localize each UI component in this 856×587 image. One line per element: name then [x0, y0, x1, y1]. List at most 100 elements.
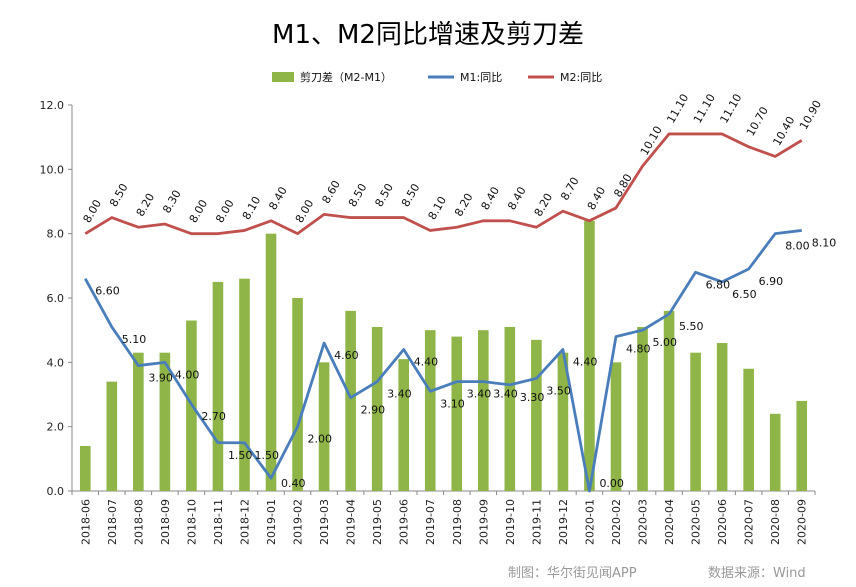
m1-data-label: 2.90	[361, 404, 386, 417]
x-tick-label: 2020-08	[769, 499, 782, 545]
x-tick-label: 2019-09	[477, 499, 490, 545]
legend: 剪刀差（M2-M1） M1:同比 M2:同比	[272, 70, 602, 84]
x-tick-label: 2018-12	[238, 499, 251, 545]
axes: 0.0 2.0 4.0 6.0 8.0 10.0 12.0 2018-06 2018-07 201…	[40, 99, 816, 545]
m1-data-label: 3.30	[520, 391, 545, 404]
bar	[106, 381, 118, 491]
x-tick-label: 2020-02	[610, 499, 623, 545]
x-tick-label: 2020-09	[796, 499, 809, 545]
m2-data-label: 8.50	[346, 181, 370, 209]
m1-data-label: 5.00	[653, 336, 678, 349]
bar	[743, 368, 754, 491]
m1-data-label: 3.90	[148, 372, 173, 385]
x-tick-label: 2020-01	[583, 499, 596, 545]
m2-data-label: 10.70	[744, 105, 771, 139]
line-series	[84, 132, 803, 493]
x-tick-label: 2018-08	[132, 499, 145, 545]
m1-data-label: 6.50	[732, 288, 757, 301]
x-tick-label: 2018-09	[159, 499, 172, 545]
x-tick-label: 2020-03	[637, 499, 650, 545]
bar	[504, 326, 516, 491]
x-tick-label: 2019-02	[292, 499, 305, 545]
m1-line	[84, 229, 802, 493]
m2-data-label: 8.00	[81, 197, 105, 225]
m2-data-label: 10.40	[771, 114, 798, 148]
m2-data-label: 8.10	[240, 194, 264, 222]
m2-data-label: 8.40	[505, 185, 529, 213]
bar	[584, 220, 595, 492]
m1-data-label: 4.00	[175, 368, 200, 381]
bar	[451, 336, 463, 491]
m2-data-label: 11.10	[717, 92, 744, 126]
m2-data-label: 8.70	[558, 175, 582, 203]
x-tick-label: 2019-06	[398, 499, 411, 545]
x-tick-label: 2018-10	[185, 499, 198, 545]
legend-label: 剪刀差（M2-M1）	[300, 70, 392, 84]
bar	[557, 352, 569, 491]
bar	[239, 278, 250, 491]
m1-data-label: 2.00	[308, 433, 333, 446]
bar	[212, 281, 224, 491]
m1-data-label: 0.00	[599, 477, 624, 490]
bar	[265, 233, 277, 491]
m1-data-label: 4.40	[414, 355, 439, 368]
m2-data-label: 8.20	[532, 191, 556, 219]
bar	[79, 445, 91, 491]
x-tick-label: 2019-11	[530, 499, 543, 545]
bar	[663, 310, 675, 491]
bar	[292, 298, 303, 491]
m2-data-label: 8.20	[134, 191, 158, 219]
m1-data-label: 1.50	[254, 449, 279, 462]
bar	[424, 330, 436, 491]
bar	[398, 359, 410, 491]
x-tick-label: 2019-12	[557, 499, 570, 545]
x-tick-label: 2019-03	[318, 499, 331, 545]
y-tick-label: 8.0	[47, 228, 65, 241]
m2-data-label: 8.20	[452, 191, 476, 219]
m1-data-label: 0.40	[281, 477, 306, 490]
m2-data-label: 8.00	[213, 197, 237, 225]
m1-data-label: 4.80	[626, 343, 651, 356]
x-tick-label: 2019-04	[345, 499, 358, 545]
chart-title: M1、M2同比增速及剪刀差	[272, 20, 584, 50]
x-tick-label: 2019-05	[371, 499, 384, 545]
m2-data-label: 8.40	[479, 185, 503, 213]
bar	[716, 343, 728, 491]
x-tick-label: 2020-06	[716, 499, 729, 545]
bar	[690, 352, 701, 491]
bar	[796, 400, 808, 491]
x-tick-label: 2019-10	[504, 499, 517, 545]
m2-data-label: 8.00	[187, 197, 211, 225]
bar	[345, 310, 356, 491]
bar	[477, 330, 489, 491]
bar	[133, 352, 144, 491]
m1-data-label: 8.10	[812, 236, 837, 249]
m1-data-label: 2.70	[201, 410, 226, 423]
m2-data-label: 8.50	[373, 181, 397, 209]
m2-data-label: 8.60	[319, 178, 343, 206]
m1-data-label: 3.50	[546, 384, 571, 397]
m2-line	[84, 132, 803, 236]
x-tick-label: 2019-07	[424, 499, 437, 545]
m2-data-label: 8.50	[107, 181, 131, 209]
footer-credit: 制图：华尔街见闻APP	[508, 566, 637, 581]
y-tick-label: 6.0	[47, 292, 65, 305]
m1-data-label: 3.40	[387, 388, 412, 401]
m1-data-label: 4.60	[334, 349, 359, 362]
m1-data-label: 5.10	[122, 333, 147, 346]
x-tick-label: 2018-11	[212, 499, 225, 545]
m1-data-label: 5.50	[679, 320, 704, 333]
x-tick-label: 2020-07	[743, 499, 756, 545]
y-tick-label: 0.0	[47, 485, 65, 498]
y-tick-label: 10.0	[40, 163, 65, 176]
m1-data-label: 6.60	[95, 285, 120, 298]
m1-data-label: 6.90	[759, 275, 784, 288]
m2-data-label: 10.10	[638, 124, 665, 158]
m1-data-label: 3.10	[440, 397, 465, 410]
legend-label: M2:同比	[560, 71, 602, 84]
m1-data-label: 3.40	[467, 388, 492, 401]
legend-label: M1:同比	[460, 71, 502, 84]
y-tick-label: 12.0	[40, 99, 65, 112]
y-tick-label: 4.0	[47, 356, 65, 369]
